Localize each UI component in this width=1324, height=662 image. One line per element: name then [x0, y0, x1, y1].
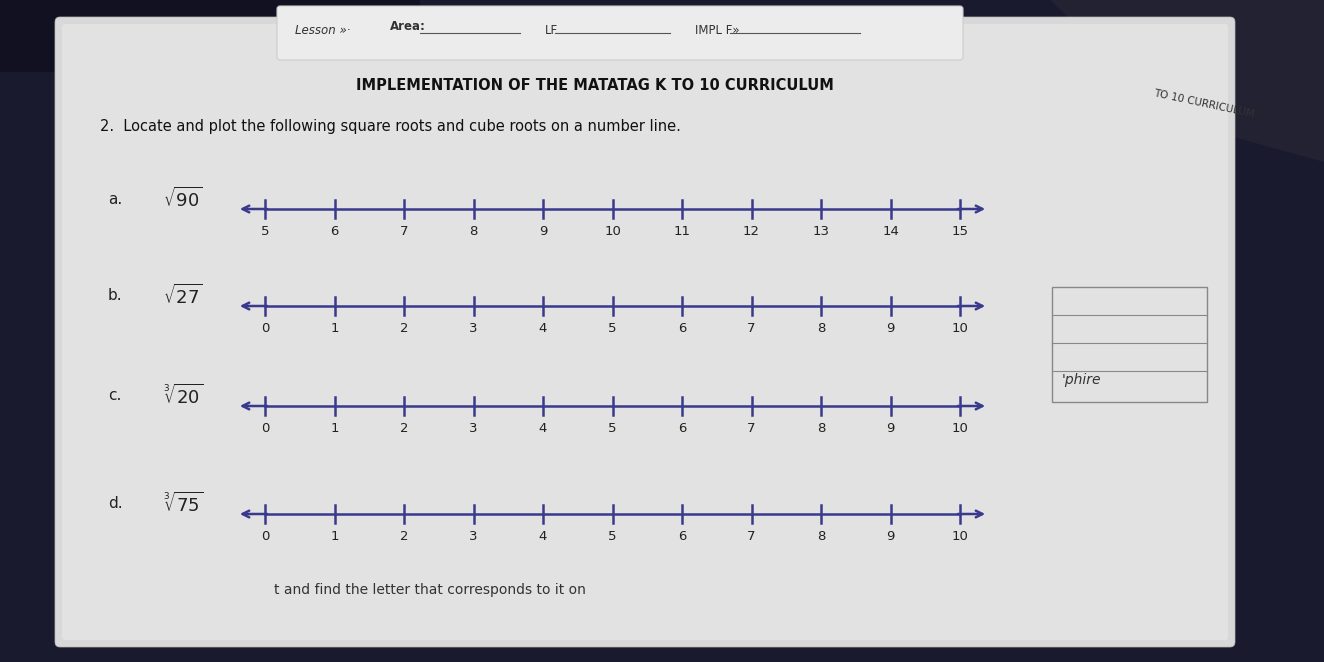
Text: 'phire: 'phire: [1062, 373, 1102, 387]
Text: 2.  Locate and plot the following square roots and cube roots on a number line.: 2. Locate and plot the following square …: [101, 120, 681, 134]
Text: TO 10 CURRICULUM: TO 10 CURRICULUM: [1152, 89, 1255, 120]
Text: 4: 4: [539, 322, 547, 335]
Text: Area:: Area:: [391, 19, 426, 32]
Text: $\sqrt{27}$: $\sqrt{27}$: [163, 284, 203, 308]
Text: 7: 7: [747, 322, 756, 335]
Text: 5: 5: [261, 225, 269, 238]
Text: 3: 3: [469, 422, 478, 435]
Text: 5: 5: [608, 422, 617, 435]
Text: 10: 10: [952, 422, 968, 435]
Text: 8: 8: [817, 422, 825, 435]
FancyBboxPatch shape: [56, 17, 1235, 647]
Text: 9: 9: [886, 422, 895, 435]
Text: Lesson »·: Lesson »·: [295, 23, 351, 36]
Text: 4: 4: [539, 422, 547, 435]
Text: 8: 8: [817, 530, 825, 543]
Text: 2: 2: [400, 530, 408, 543]
Text: 0: 0: [261, 322, 269, 335]
Text: 5: 5: [608, 530, 617, 543]
Text: 15: 15: [952, 225, 968, 238]
Text: 13: 13: [813, 225, 830, 238]
Text: b.: b.: [109, 289, 123, 303]
Text: a.: a.: [109, 191, 122, 207]
Polygon shape: [0, 0, 420, 72]
Text: IMPLEMENTATION OF THE MATATAG K TO 10 CURRICULUM: IMPLEMENTATION OF THE MATATAG K TO 10 CU…: [356, 79, 834, 93]
Text: IMPL F»...: IMPL F»...: [695, 23, 751, 36]
Text: 9: 9: [886, 530, 895, 543]
Text: 8: 8: [469, 225, 478, 238]
Text: 6: 6: [678, 422, 686, 435]
Text: 1: 1: [330, 530, 339, 543]
Text: 9: 9: [886, 322, 895, 335]
Text: 9: 9: [539, 225, 547, 238]
Text: 5: 5: [608, 322, 617, 335]
Text: d.: d.: [109, 496, 123, 512]
Text: t and find the letter that corresponds to it on: t and find the letter that corresponds t…: [274, 583, 587, 597]
Text: $\sqrt{90}$: $\sqrt{90}$: [163, 187, 203, 211]
Text: 7: 7: [747, 530, 756, 543]
Text: 10: 10: [952, 322, 968, 335]
Text: 0: 0: [261, 530, 269, 543]
Text: LF.: LF.: [545, 23, 560, 36]
Text: 4: 4: [539, 530, 547, 543]
FancyBboxPatch shape: [62, 24, 1227, 640]
Text: 3: 3: [469, 530, 478, 543]
FancyBboxPatch shape: [277, 6, 963, 60]
Text: 12: 12: [743, 225, 760, 238]
Text: $\sqrt[3]{20}$: $\sqrt[3]{20}$: [163, 384, 204, 408]
Text: 14: 14: [882, 225, 899, 238]
Text: 2: 2: [400, 422, 408, 435]
Text: 6: 6: [330, 225, 339, 238]
Text: 1: 1: [330, 322, 339, 335]
Text: 2: 2: [400, 322, 408, 335]
Text: c.: c.: [109, 389, 122, 404]
Text: 10: 10: [952, 530, 968, 543]
Text: 11: 11: [674, 225, 691, 238]
Text: 1: 1: [330, 422, 339, 435]
Text: 3: 3: [469, 322, 478, 335]
Text: 7: 7: [747, 422, 756, 435]
Text: 0: 0: [261, 422, 269, 435]
Text: $\sqrt[3]{75}$: $\sqrt[3]{75}$: [163, 492, 204, 516]
Polygon shape: [1050, 0, 1324, 162]
Text: 7: 7: [400, 225, 408, 238]
Text: 6: 6: [678, 530, 686, 543]
Text: 8: 8: [817, 322, 825, 335]
Text: 6: 6: [678, 322, 686, 335]
Text: 10: 10: [604, 225, 621, 238]
